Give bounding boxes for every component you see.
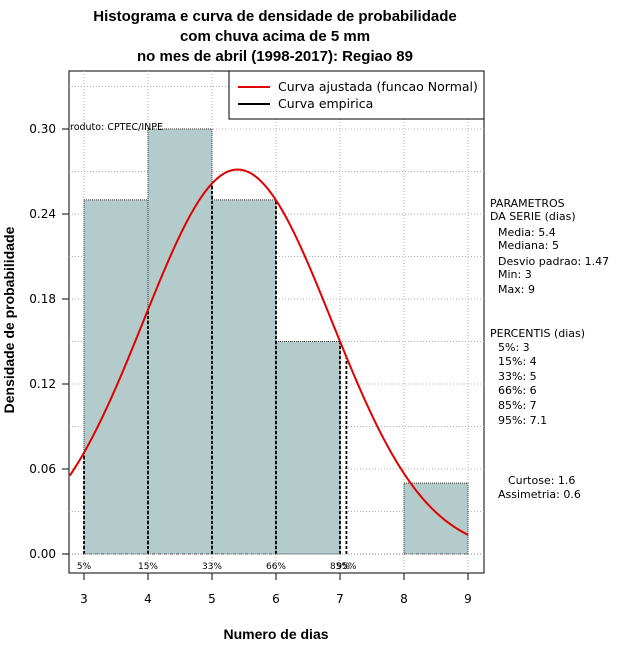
y-tick-label-0: 0.00 — [29, 547, 56, 561]
y-axis-title: Densidade de probabilidade — [1, 226, 17, 413]
stats-panel: PARAMETROS DA SERIE (dias) Media: 5.4 Me… — [490, 197, 609, 501]
empirical-lines — [83, 183, 348, 554]
legend-label-empirical: Curva empirica — [278, 96, 373, 111]
percentil-5: 5%: 3 — [498, 341, 530, 354]
param-median: Mediana: 5 — [498, 239, 559, 252]
x-tick-label-4: 4 — [144, 592, 152, 606]
param-min: Min: 3 — [498, 268, 532, 281]
percentile-label-1: 5% — [77, 562, 92, 572]
x-tick-label-5: 5 — [208, 592, 216, 606]
histogram-bar-1 — [83, 199, 149, 555]
percentile-labels: 5% 15% 33% 66% 85%95% — [77, 562, 357, 572]
percentis-title: PERCENTIS (dias) — [490, 327, 585, 340]
x-axis-title: Numero de dias — [223, 626, 328, 642]
param-mean: Media: 5.4 — [498, 226, 556, 239]
params-title-1: PARAMETROS — [490, 197, 565, 210]
x-tick-label-7: 7 — [336, 592, 344, 606]
x-tick-label-6: 6 — [272, 592, 280, 606]
percentil-85: 85%: 7 — [498, 399, 537, 412]
chart-title-line-2: com chuva acima de 5 mm — [180, 28, 370, 45]
y-tick-label-5: 0.30 — [29, 122, 56, 136]
fitted-curve-layer — [69, 168, 469, 536]
y-tick-label-1: 0.06 — [29, 462, 56, 476]
percentile-label-2: 15% — [138, 562, 158, 572]
histogram-bar-4 — [275, 340, 341, 555]
percentile-label-4: 66% — [266, 562, 286, 572]
x-tick-label-3: 3 — [80, 592, 88, 606]
histogram-bar-3 — [211, 199, 277, 555]
percentil-15: 15%: 4 — [498, 355, 537, 368]
x-tick-label-8: 8 — [400, 592, 408, 606]
y-tick-label-3: 0.18 — [29, 292, 56, 306]
percentil-95: 95%: 7.1 — [498, 414, 547, 427]
skewness: Assimetria: 0.6 — [498, 488, 581, 501]
histogram-bars — [83, 128, 469, 555]
y-tick-label-2: 0.12 — [29, 377, 56, 391]
axes: 3 4 5 6 7 8 9 0.00 0.06 0.12 0.18 0.24 0.30 — [29, 122, 484, 606]
legend: Curva ajustada (funcao Normal) Curva emp… — [228, 70, 485, 120]
percentil-33: 33%: 5 — [498, 370, 537, 383]
percentile-label-3: 33% — [202, 562, 222, 572]
legend-label-fitted: Curva ajustada (funcao Normal) — [278, 79, 478, 94]
percentile-label-5: 85% — [330, 562, 350, 572]
legend-box — [228, 70, 485, 120]
fitted-normal-curve — [69, 168, 469, 536]
params-title-2: DA SERIE (dias) — [490, 210, 576, 223]
y-tick-label-4: 0.24 — [29, 207, 56, 221]
chart-title-line-3: no mes de abril (1998-2017): Regiao 89 — [137, 48, 413, 65]
kurtosis: Curtose: 1.6 — [508, 474, 575, 487]
x-tick-label-9: 9 — [464, 592, 472, 606]
histogram-bar-6 — [403, 482, 469, 555]
chart-title-line-1: Histograma e curva de densidade de proba… — [93, 8, 456, 25]
param-max: Max: 9 — [498, 283, 535, 296]
histogram-bar-2 — [147, 128, 213, 555]
percentil-66: 66%: 6 — [498, 384, 537, 397]
percentile-label-6: 95% — [336, 562, 356, 572]
param-sd: Desvio padrao: 1.47 — [498, 255, 609, 268]
credit-text: roduto: CPTEC/INPE — [70, 122, 163, 133]
